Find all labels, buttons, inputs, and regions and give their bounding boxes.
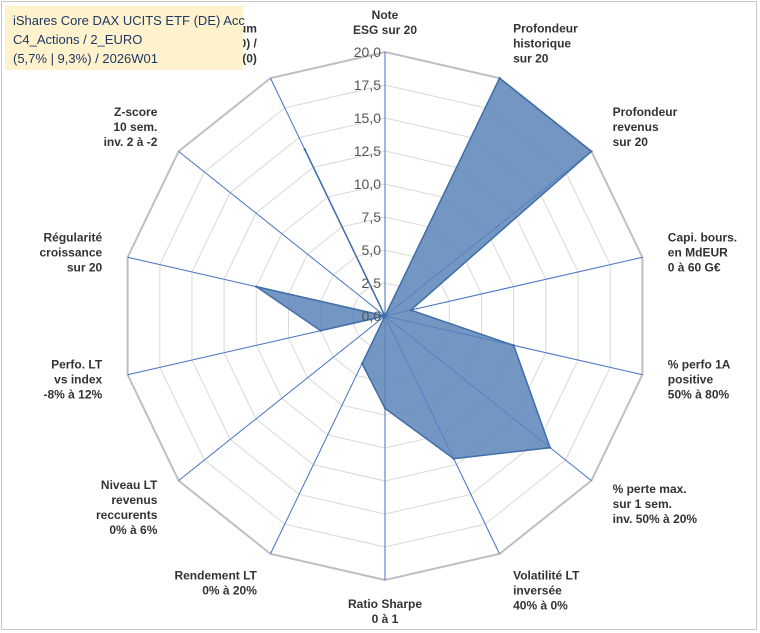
category-label: % perfo 1A positive 50% à 80%	[668, 358, 731, 402]
category-label: Perfo. LT vs index -8% à 12%	[43, 358, 102, 402]
category-label: % perte max. sur 1 sem. inv. 50% à 20%	[613, 482, 698, 526]
spoke-line	[178, 315, 386, 481]
category-label: Ratio Sharpe 0 à 1	[348, 597, 422, 626]
category-label: Profondeur revenus sur 20	[613, 105, 678, 149]
data-point	[383, 407, 387, 410]
spoke-line	[384, 256, 643, 317]
title-line-3: (5,7% | 9,3%) / 2026W01	[13, 51, 159, 66]
tick-label: 2,5	[362, 275, 382, 291]
category-label: Profondeur historique sur 20	[513, 21, 578, 65]
data-point	[548, 446, 552, 449]
data-point	[590, 150, 593, 153]
tick-label: 17,5	[354, 77, 381, 93]
spoke-line	[178, 151, 386, 317]
data-point	[383, 314, 387, 318]
title-line-1: iShares Core DAX UCITS ETF (DE) Acc	[13, 13, 245, 28]
data-point	[409, 308, 412, 312]
category-label: Rendement LT 0% à 20%	[174, 569, 257, 598]
tick-label: 10,0	[354, 176, 381, 192]
title-box: iShares Core DAX UCITS ETF (DE) Acc C4_A…	[5, 6, 245, 70]
tick-label: 15,0	[354, 110, 381, 126]
tick-label: 0,0	[362, 308, 382, 324]
category-label: Note ESG sur 20	[353, 8, 417, 37]
category-label: Z-score 10 sem. inv. 2 à -2	[104, 105, 158, 149]
title-line-2: C4_Actions / 2_EURO	[13, 32, 143, 47]
category-label: Régularité croissance sur 20	[39, 230, 102, 274]
data-point	[255, 285, 258, 288]
category-label: Niveau LT revenus reccurents 0% à 6%	[96, 478, 158, 537]
tick-label: 5,0	[362, 242, 382, 258]
category-label: Capi. bours. en MdEUR 0 à 60 G€	[668, 230, 737, 274]
tick-label: 20,0	[354, 44, 381, 60]
data-point	[452, 457, 455, 460]
data-point	[498, 76, 501, 80]
data-point	[360, 362, 364, 365]
category-label: Volatilité LT inversée 40% à 0%	[513, 569, 580, 613]
data-point	[303, 148, 307, 151]
data-point	[512, 344, 515, 347]
data-point	[319, 329, 322, 332]
tick-label: 7,5	[362, 209, 382, 225]
tick-label: 12,5	[354, 143, 381, 159]
